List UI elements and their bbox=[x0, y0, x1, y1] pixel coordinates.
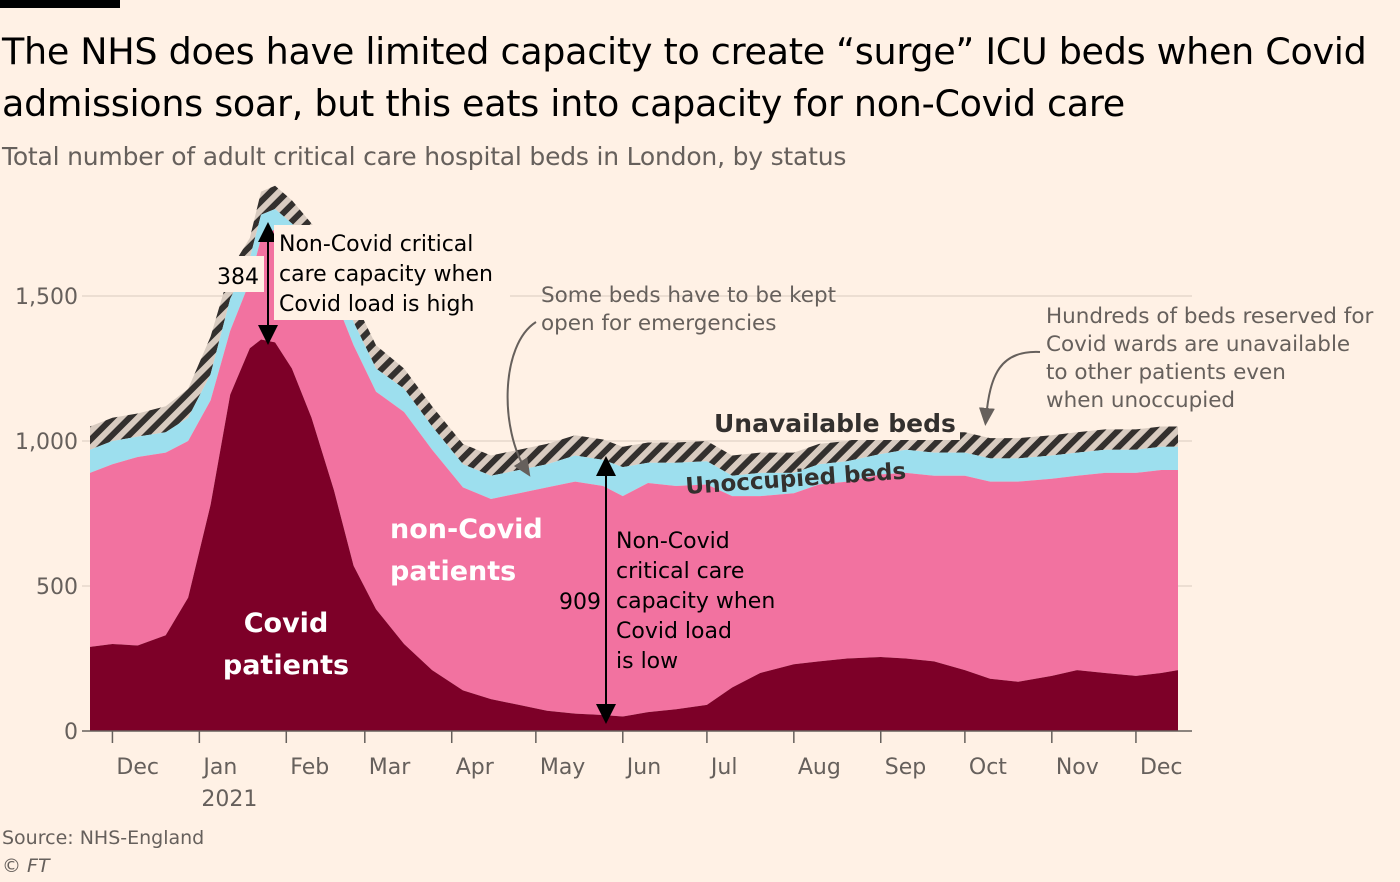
y-tick-label: 1,000 bbox=[15, 430, 78, 455]
peak-annotation-line: Non-Covid critical bbox=[279, 232, 473, 257]
reserved-arrow bbox=[978, 350, 1041, 426]
covid-patients-label: Covid bbox=[244, 608, 329, 639]
x-tick-label: Sep bbox=[885, 755, 926, 780]
x-tick-label: May bbox=[540, 755, 585, 780]
stacked-areas bbox=[90, 185, 1178, 731]
emergency-annotation-line: Some beds have to be kept bbox=[541, 283, 836, 308]
axes: 0 500 1,000 1,500 Dec Jan Feb Mar Apr May Jun Jul Au… bbox=[15, 285, 1192, 812]
peak-value: 384 bbox=[217, 265, 259, 290]
covid-area bbox=[90, 339, 1178, 731]
y-tick-label: 500 bbox=[36, 575, 78, 600]
x-tick-label: Jun bbox=[625, 755, 661, 780]
covid-patients-label: patients bbox=[223, 650, 349, 681]
emergency-annotation-line: open for emergencies bbox=[541, 311, 776, 336]
peak-value-bg bbox=[212, 256, 264, 292]
copyright-note: © FT bbox=[2, 855, 50, 877]
x-tick-label: Mar bbox=[369, 755, 411, 780]
low-annotation-line: Non-Covid bbox=[616, 529, 730, 554]
unavailable-beds-label-bg bbox=[708, 404, 960, 440]
x-tick-label: Jul bbox=[709, 755, 738, 780]
peak-text-bg bbox=[274, 225, 510, 320]
emergency-arrow bbox=[506, 321, 537, 477]
annotations: Covid patients non-Covid patients Unavailabl… bbox=[212, 222, 1373, 724]
reserved-annotation-line: Covid wards are unavailable bbox=[1046, 332, 1350, 357]
non-covid-patients-label: patients bbox=[390, 556, 516, 587]
y-tick-label: 0 bbox=[64, 720, 78, 745]
low-annotation-line: Covid load bbox=[616, 619, 732, 644]
x-tick-label: Oct bbox=[969, 755, 1007, 780]
ft-top-bar bbox=[0, 0, 120, 8]
low-annotation-line: is low bbox=[616, 649, 678, 674]
x-tick-label: Apr bbox=[456, 755, 495, 780]
source-note: Source: NHS-England bbox=[2, 827, 205, 849]
x-tick-label: Nov bbox=[1056, 755, 1099, 780]
y-tick-label: 1,500 bbox=[15, 285, 78, 310]
reserved-annotation-line: Hundreds of beds reserved for bbox=[1046, 304, 1373, 329]
peak-annotation-line: care capacity when bbox=[279, 262, 493, 287]
reserved-annotation-line: to other patients even bbox=[1046, 360, 1286, 385]
x-tick-label: Aug bbox=[798, 755, 841, 780]
non-covid-area bbox=[90, 229, 1178, 717]
unavailable-area bbox=[90, 185, 1178, 476]
chart-title: The NHS does have limited capacity to cr… bbox=[2, 30, 1367, 125]
x-tick-label: Jan bbox=[201, 755, 237, 780]
low-annotation-line: critical care bbox=[616, 559, 744, 584]
unoccupied-area bbox=[90, 209, 1178, 499]
x-tick-label: Feb bbox=[290, 755, 329, 780]
low-annotation-line: capacity when bbox=[616, 589, 775, 614]
peak-annotation-line: Covid load is high bbox=[279, 292, 474, 317]
x-year-label: 2021 bbox=[201, 787, 257, 812]
x-tick-label: Dec bbox=[116, 755, 159, 780]
unavailable-beds-label: Unavailable beds bbox=[714, 409, 956, 438]
low-value: 909 bbox=[559, 590, 601, 615]
x-tick-label: Dec bbox=[1140, 755, 1183, 780]
reserved-annotation-line: when unoccupied bbox=[1046, 388, 1235, 413]
chart-subtitle: Total number of adult critical care hosp… bbox=[2, 142, 847, 171]
non-covid-patients-label: non-Covid bbox=[390, 514, 543, 545]
